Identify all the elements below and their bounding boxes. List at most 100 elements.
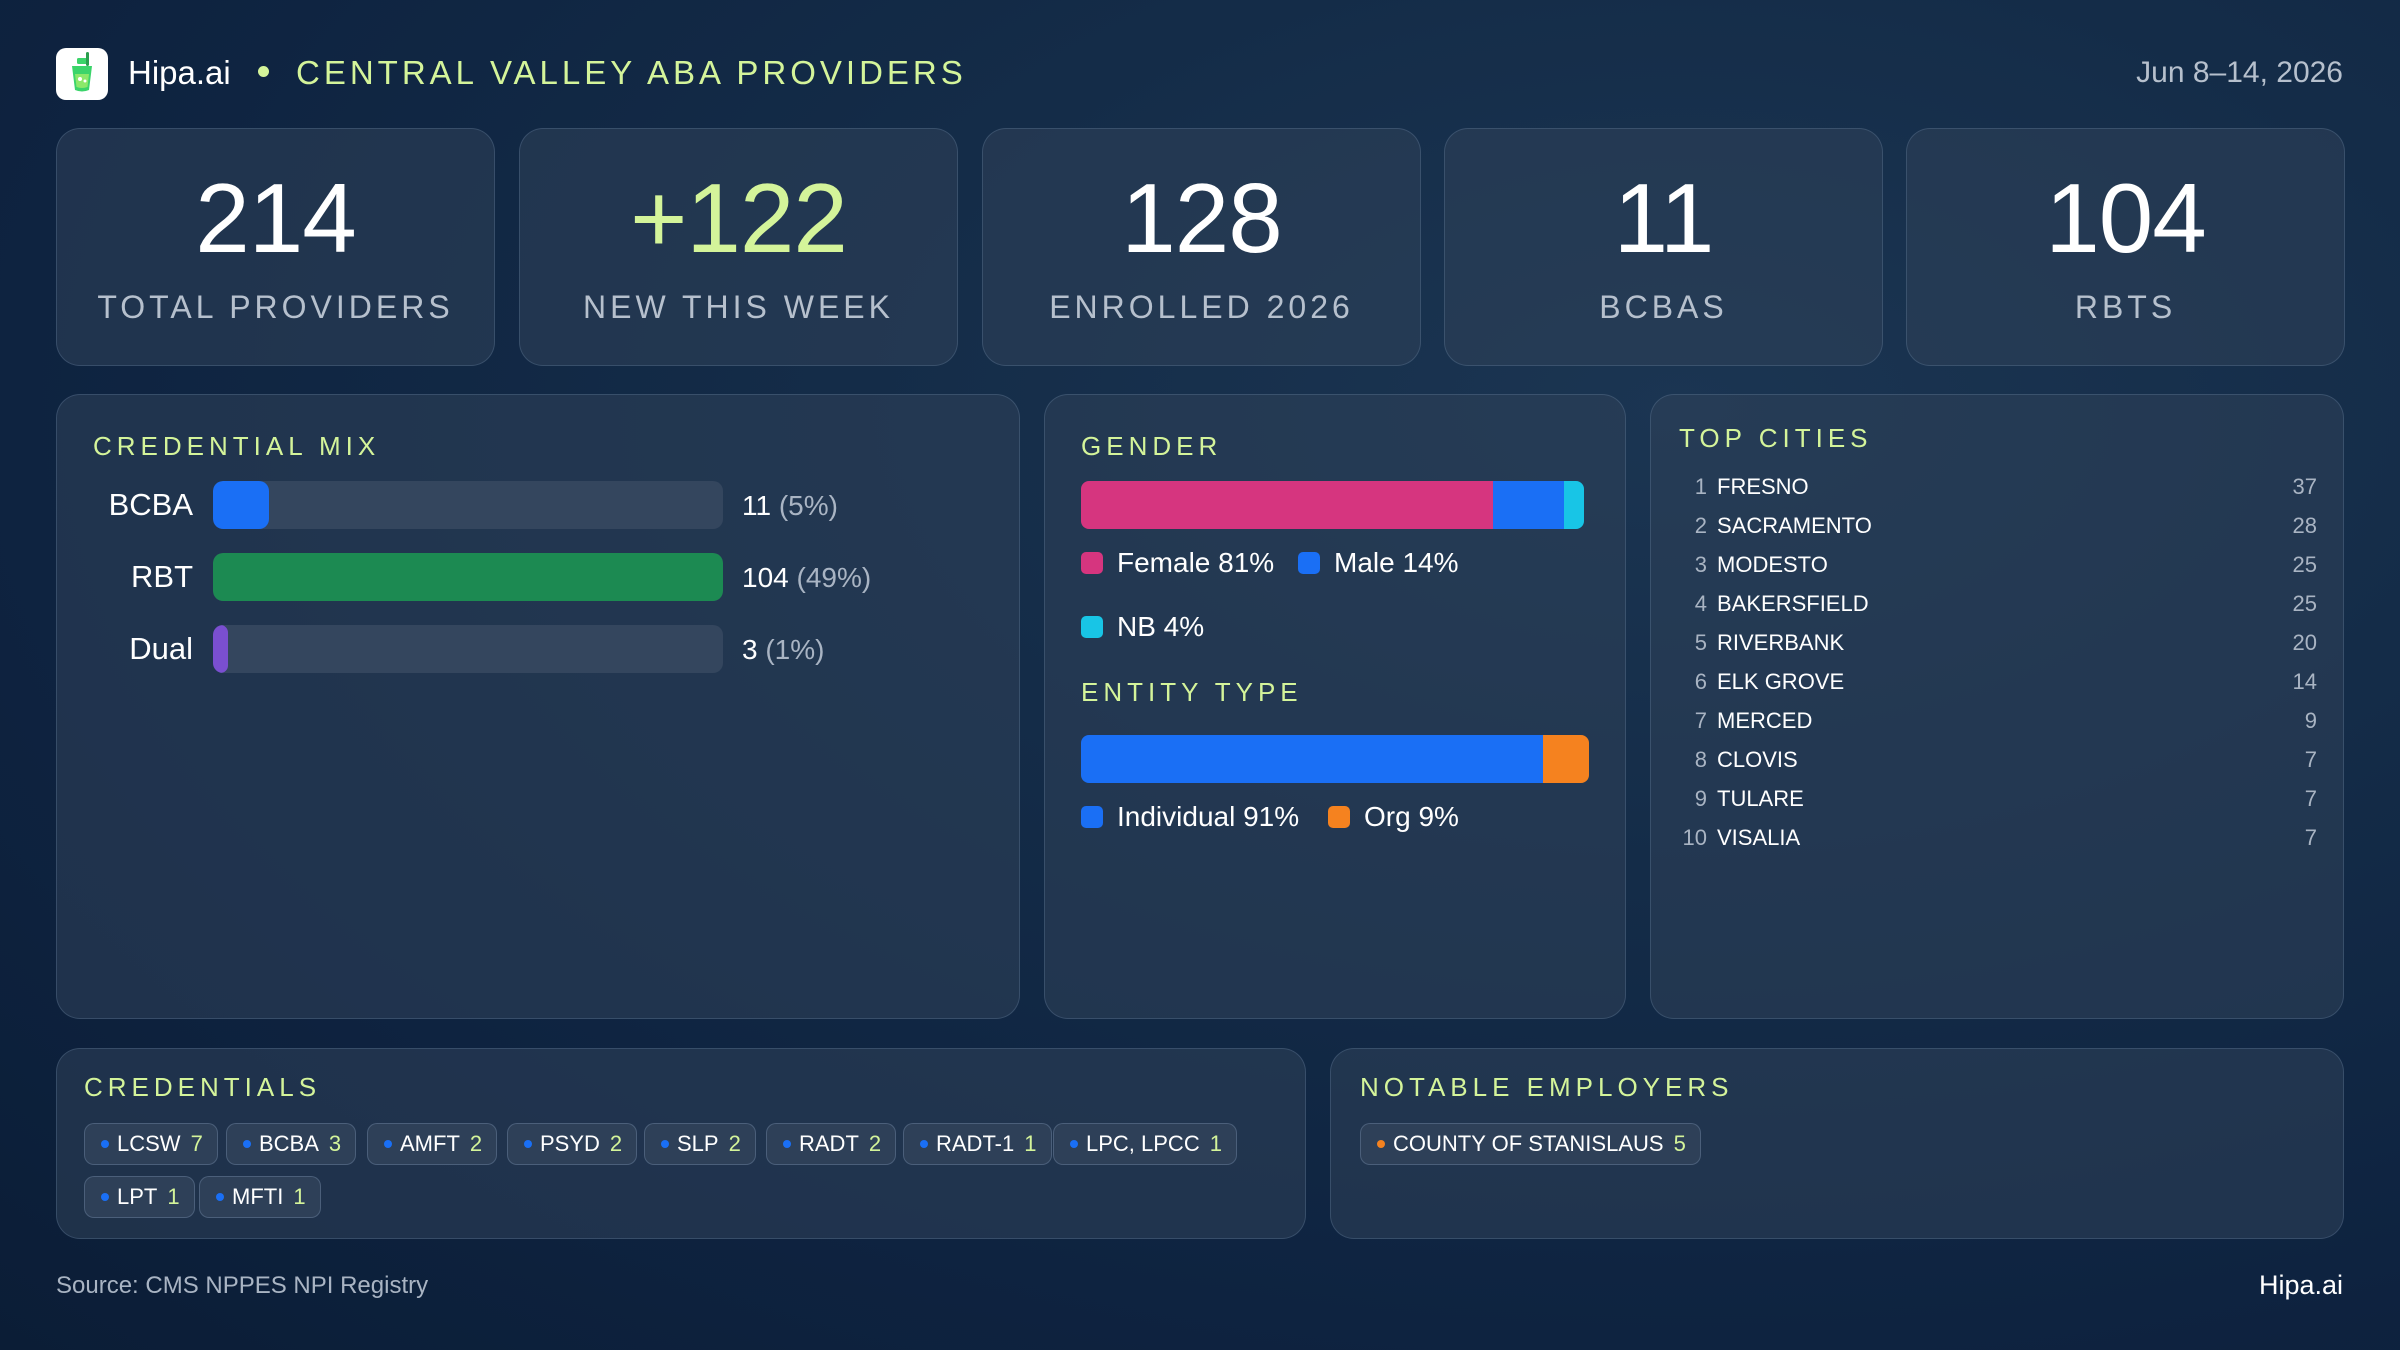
city-rank: 4 (1694, 591, 1707, 616)
chip-dot (1377, 1140, 1385, 1148)
city-count: 7 (2304, 825, 2317, 850)
kpi-label: NEW THIS WEEK (583, 289, 894, 325)
chip-name: LPT (117, 1184, 158, 1209)
footer-brand: Hipa.ai (2258, 1270, 2343, 1300)
bar-value-bcba: 11 (5%) (742, 490, 838, 522)
bar-track-bcba (213, 481, 723, 529)
credential-chip: LPC, LPCC 1 (1053, 1123, 1237, 1165)
kpi-card-rbts: 104 RBTS (1906, 128, 2345, 366)
entity-segment-0 (1081, 735, 1544, 783)
kpi-card-total-providers: 214 TOTAL PROVIDERS (56, 128, 495, 366)
chip-dot (783, 1140, 791, 1148)
gender-segment-0 (1081, 481, 1493, 529)
chip-dot (661, 1140, 669, 1148)
legend-label: Male 14% (1334, 547, 1459, 578)
kpi-card-bcbas: 11 BCBAS (1444, 128, 1883, 366)
entity-type-title: ENTITY TYPE (1081, 677, 1303, 707)
bar-label-rbt: RBT (131, 559, 193, 594)
city-row: 5 RIVERBANK 20 (1675, 630, 2317, 660)
city-count: 37 (2292, 474, 2317, 499)
city-rank: 5 (1694, 630, 1707, 655)
top-cities-title: TOP CITIES (1679, 423, 1873, 453)
chip-count: 3 (328, 1131, 342, 1156)
legend-individual: Individual 91% (1081, 801, 1299, 833)
city-count: 25 (2292, 591, 2317, 616)
chip-count: 1 (1024, 1131, 1037, 1156)
city-name: MERCED (1717, 708, 1813, 733)
city-row: 3 MODESTO 25 (1675, 552, 2317, 582)
legend-female: Female 81% (1081, 547, 1274, 579)
kpi-label: RBTS (2074, 289, 2177, 325)
chip-dot (243, 1140, 251, 1148)
entity-segment-1 (1543, 735, 1589, 783)
city-name: CLOVIS (1717, 747, 1798, 772)
city-name: FRESNO (1717, 474, 1809, 499)
credential-mix-title: CREDENTIAL MIX (93, 431, 381, 461)
bar-value-rbt: 104 (49%) (742, 562, 871, 594)
swatch-nb (1081, 616, 1103, 638)
bar-percent: (5%) (778, 490, 838, 521)
credential-chip: MFTI 1 (199, 1176, 321, 1218)
brand-name: Hipa.ai (128, 54, 231, 91)
page-title: CENTRAL VALLEY ABA PROVIDERS (296, 54, 967, 91)
credential-chip: SLP 2 (644, 1123, 756, 1165)
bar-count: 3 (742, 634, 758, 665)
credential-chip: LPT 1 (84, 1176, 195, 1218)
swatch-individual (1081, 806, 1103, 828)
credential-chip: RADT-1 1 (903, 1123, 1052, 1165)
chip-name: RADT (799, 1131, 859, 1156)
bar-percent: (1%) (765, 634, 825, 665)
legend-label: NB 4% (1117, 611, 1205, 642)
credential-chip: BCBA 3 (226, 1123, 357, 1165)
bar-fill-rbt (213, 553, 723, 601)
gender-stacked-bar (1081, 481, 1584, 529)
top-cities-panel (1650, 394, 2344, 1019)
entity-type-stacked-bar (1081, 735, 1589, 783)
chip-count: 1 (293, 1184, 306, 1209)
legend-label: Org 9% (1364, 801, 1459, 832)
legend-nb: NB 4% (1081, 611, 1204, 643)
chip-dot (524, 1140, 532, 1148)
employer-chip: COUNTY OF STANISLAUS 5 (1360, 1123, 1701, 1165)
bar-count: 104 (742, 562, 789, 593)
bar-track-rbt (213, 553, 723, 601)
city-count: 25 (2292, 552, 2317, 577)
city-row: 6 ELK GROVE 14 (1675, 669, 2317, 699)
chip-count: 1 (1209, 1131, 1222, 1156)
bar-value-dual: 3 (1%) (742, 634, 824, 666)
chip-dot (101, 1140, 109, 1148)
kpi-label: ENROLLED 2026 (1049, 289, 1354, 325)
chip-count: 2 (728, 1131, 741, 1156)
swatch-male (1298, 552, 1320, 574)
city-rank: 7 (1694, 708, 1707, 733)
city-row: 8 CLOVIS 7 (1675, 747, 2317, 777)
city-name: MODESTO (1717, 552, 1828, 577)
city-rank: 9 (1694, 786, 1707, 811)
city-rank: 10 (1682, 825, 1707, 850)
city-count: 14 (2292, 669, 2317, 694)
credential-chip: LCSW 7 (84, 1123, 218, 1165)
notable-employers-title: NOTABLE EMPLOYERS (1360, 1072, 1734, 1102)
city-row: 1 FRESNO 37 (1675, 474, 2317, 504)
data-source: Source: CMS NPPES NPI Registry (56, 1272, 429, 1299)
gender-segment-2 (1563, 481, 1584, 529)
city-count: 28 (2292, 513, 2317, 538)
bar-track-dual (213, 625, 723, 673)
chip-count: 2 (469, 1131, 483, 1156)
credentials-title: CREDENTIALS (84, 1072, 322, 1102)
city-row: 10 VISALIA 7 (1675, 825, 2317, 855)
chip-dot (101, 1193, 109, 1201)
city-name: TULARE (1717, 786, 1804, 811)
app-logo (56, 48, 108, 100)
bar-percent: (49%) (796, 562, 872, 593)
legend-label: Female 81% (1117, 547, 1275, 578)
credential-chip: AMFT 2 (367, 1123, 498, 1165)
date-range: Jun 8–14, 2026 (2136, 56, 2343, 89)
kpi-value: 11 (1613, 163, 1715, 273)
chip-count: 5 (1673, 1131, 1686, 1156)
chip-count: 2 (868, 1131, 882, 1156)
chip-name: LCSW (117, 1131, 181, 1156)
kpi-label: TOTAL PROVIDERS (97, 289, 454, 325)
city-rank: 2 (1694, 513, 1707, 538)
city-count: 7 (2304, 747, 2317, 772)
